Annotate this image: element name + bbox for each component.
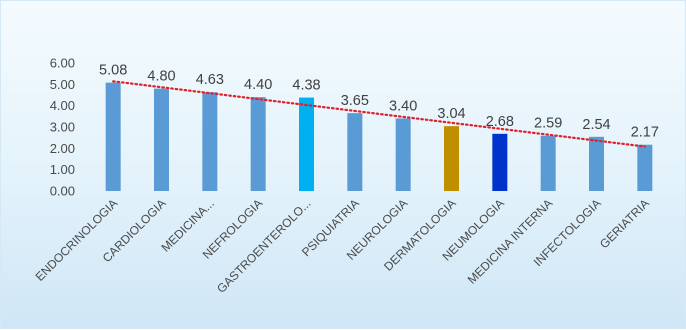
bars [105,82,653,191]
data-labels: 5.08 4.80 4.63 4.40 4.38 3.65 3.40 3.04 2.68 2.59… [99,63,659,141]
bar [444,126,459,191]
y-tick-label: 3.00 [50,120,75,135]
trendline-line [112,80,646,148]
y-tick-label: 5.00 [50,77,75,92]
bar [395,118,411,191]
bar [540,135,556,191]
x-axis: ENDOCRINOLOGIACARDIOLOGIAMEDICINA...NEFR… [33,196,652,295]
data-label: 4.38 [292,78,320,94]
data-label: 3.65 [341,93,369,109]
trendline [112,80,646,148]
y-tick-label: 4.00 [50,98,75,113]
bar [637,144,653,191]
data-label: 2.17 [631,125,659,141]
bar [589,136,604,191]
data-label: 5.08 [99,63,127,79]
y-axis: 0.00 1.00 2.00 3.00 4.00 5.00 6.00 [50,56,75,199]
y-tick-label: 1.00 [50,162,75,177]
x-category-label: GERIATRIA [597,196,652,251]
data-label: 3.04 [437,106,465,122]
data-label: 3.40 [389,98,417,114]
data-label: 2.59 [534,116,562,132]
x-category-label: MEDICINA INTERNA [465,196,556,287]
bar [154,88,169,191]
bar [250,97,266,191]
x-category-label: ENDOCRINOLOGIA [33,196,121,284]
bar [347,113,363,191]
bar [299,97,314,191]
data-label: 4.40 [244,77,272,93]
y-tick-label: 6.00 [50,56,75,71]
bar [492,133,508,191]
data-label: 2.54 [582,117,610,133]
y-tick-label: 0.00 [50,184,75,199]
data-label: 4.63 [196,72,224,88]
data-label: 4.80 [147,69,175,85]
x-category-label: GASTROENTEROLO... [214,196,313,295]
y-tick-label: 2.00 [50,141,75,156]
data-label: 2.68 [486,114,514,130]
bar [105,82,121,191]
bar [202,92,218,191]
